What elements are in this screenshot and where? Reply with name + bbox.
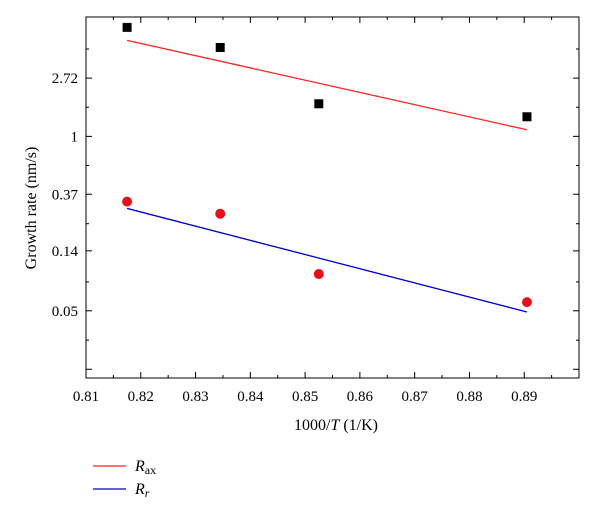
x-axis-label-var: T bbox=[330, 417, 340, 434]
x-tick-label: 0.82 bbox=[128, 389, 154, 405]
fit-line-series-1 bbox=[126, 207, 528, 313]
data-point-circle bbox=[313, 269, 324, 280]
data-point-circle bbox=[521, 297, 532, 308]
legend-label-rr: Rr bbox=[134, 481, 150, 500]
x-tick-label: 0.85 bbox=[292, 389, 318, 405]
data-point-square bbox=[314, 99, 324, 109]
data-point-square bbox=[215, 43, 225, 53]
fit-line-series-0 bbox=[126, 39, 528, 131]
data-point-circle bbox=[122, 196, 133, 207]
x-tick-label: 0.88 bbox=[456, 389, 482, 405]
y-tick-label: 1 bbox=[71, 129, 79, 145]
x-tick-label: 0.89 bbox=[511, 389, 537, 405]
legend-label-rax: Rax bbox=[134, 458, 156, 477]
x-tick-label: 0.86 bbox=[347, 389, 374, 405]
plot-frame bbox=[85, 16, 580, 379]
axes bbox=[85, 16, 580, 379]
x-axis-label-prefix: 1000/ bbox=[294, 417, 331, 434]
y-tick-label: 0.05 bbox=[52, 304, 78, 320]
fit-lines bbox=[126, 39, 528, 313]
x-axis-label: 1000/T (1/K) bbox=[294, 417, 378, 434]
data-point-square bbox=[522, 112, 532, 122]
x-tick-label: 0.81 bbox=[73, 389, 99, 405]
y-axis-label: Growth rate (nm/s) bbox=[23, 147, 40, 270]
data-point-circle bbox=[215, 208, 226, 219]
x-tick-label: 0.87 bbox=[402, 389, 429, 405]
x-tick-label: 0.84 bbox=[237, 389, 264, 405]
y-tick-label: 0.37 bbox=[52, 187, 79, 203]
data-point-square bbox=[122, 22, 132, 32]
legend: Rax Rr bbox=[93, 458, 156, 500]
y-tick-label: 0.14 bbox=[52, 244, 79, 260]
data-markers bbox=[122, 22, 532, 308]
x-tick-label: 0.83 bbox=[182, 389, 208, 405]
y-tick-label: 2.72 bbox=[52, 71, 78, 87]
tick-labels: 0.81 0.82 0.83 0.84 0.85 0.86 0.87 0.88 0.89 0.05… bbox=[52, 71, 538, 405]
x-axis-label-suffix: (1/K) bbox=[339, 417, 378, 434]
